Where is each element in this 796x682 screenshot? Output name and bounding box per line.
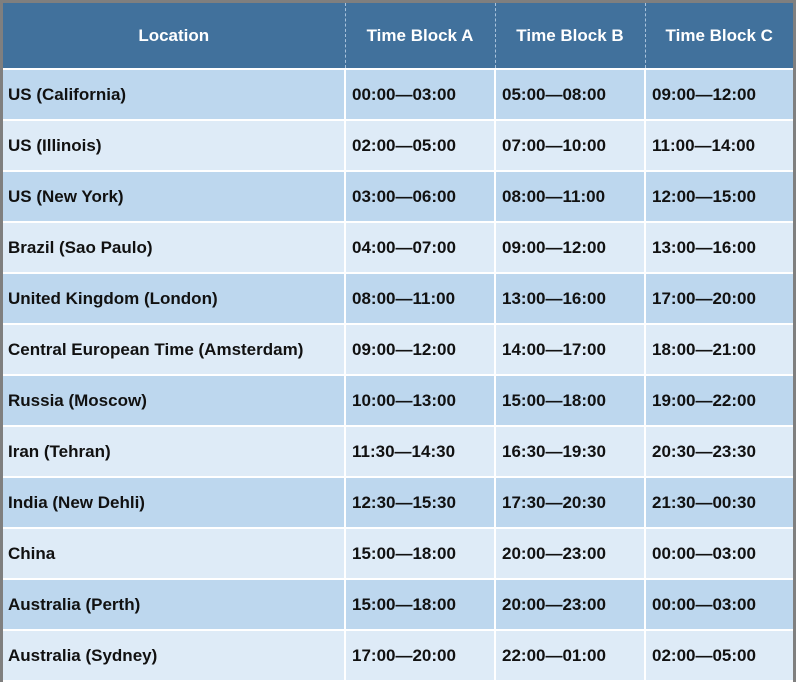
table-row: United Kingdom (London) 08:00—11:00 13:00—… xyxy=(3,273,793,325)
table-row: US (California) 00:00—03:00 05:00—08:00 09:… xyxy=(3,69,793,121)
time-block-cell: 22:00—01:00 xyxy=(494,630,646,682)
time-block-cell: 15:00—18:00 xyxy=(494,375,646,427)
time-block-cell: 17:30—20:30 xyxy=(494,477,646,529)
time-block-cell: 21:30—00:30 xyxy=(644,477,793,529)
time-block-cell: 00:00—03:00 xyxy=(344,69,496,121)
table-row: Australia (Sydney) 17:00—20:00 22:00—01:00… xyxy=(3,630,793,682)
time-block-cell: 20:00—23:00 xyxy=(494,528,646,580)
table-row: US (Illinois) 02:00—05:00 07:00—10:00 11:00… xyxy=(3,120,793,172)
time-block-cell: 20:00—23:00 xyxy=(494,579,646,631)
time-block-cell: 20:30—23:30 xyxy=(644,426,793,478)
time-block-cell: 00:00—03:00 xyxy=(644,579,793,631)
location-cell: Iran (Tehran) xyxy=(3,426,346,478)
time-block-cell: 15:00—18:00 xyxy=(344,528,496,580)
time-block-cell: 02:00—05:00 xyxy=(344,120,496,172)
location-cell: US (Illinois) xyxy=(3,120,346,172)
time-block-cell: 04:00—07:00 xyxy=(344,222,496,274)
time-block-cell: 15:00—18:00 xyxy=(344,579,496,631)
timezone-table-container: Location Time Block A Time Block B Time Blo… xyxy=(3,3,793,682)
time-block-cell: 09:00—12:00 xyxy=(344,324,496,376)
time-block-cell: 13:00—16:00 xyxy=(644,222,793,274)
location-cell: Brazil (Sao Paulo) xyxy=(3,222,346,274)
time-block-cell: 00:00—03:00 xyxy=(644,528,793,580)
location-cell: United Kingdom (London) xyxy=(3,273,346,325)
time-block-cell: 03:00—06:00 xyxy=(344,171,496,223)
time-block-cell: 18:00—21:00 xyxy=(644,324,793,376)
column-header: Location xyxy=(3,3,345,70)
time-block-cell: 09:00—12:00 xyxy=(644,69,793,121)
time-block-cell: 11:00—14:00 xyxy=(644,120,793,172)
time-block-cell: 09:00—12:00 xyxy=(494,222,646,274)
time-block-cell: 14:00—17:00 xyxy=(494,324,646,376)
time-block-cell: 05:00—08:00 xyxy=(494,69,646,121)
location-cell: Australia (Sydney) xyxy=(3,630,346,682)
time-block-cell: 17:00—20:00 xyxy=(644,273,793,325)
time-block-cell: 08:00—11:00 xyxy=(494,171,646,223)
time-block-cell: 07:00—10:00 xyxy=(494,120,646,172)
time-block-cell: 11:30—14:30 xyxy=(344,426,496,478)
table-row: Brazil (Sao Paulo) 04:00—07:00 09:00—12:00… xyxy=(3,222,793,274)
time-block-cell: 08:00—11:00 xyxy=(344,273,496,325)
time-block-cell: 13:00—16:00 xyxy=(494,273,646,325)
location-cell: Australia (Perth) xyxy=(3,579,346,631)
time-block-cell: 19:00—22:00 xyxy=(644,375,793,427)
location-cell: US (New York) xyxy=(3,171,346,223)
location-cell: US (California) xyxy=(3,69,346,121)
timezone-table: Location Time Block A Time Block B Time Blo… xyxy=(3,3,793,682)
column-header: Time Block C xyxy=(644,3,793,70)
table-row: US (New York) 03:00—06:00 08:00—11:00 12:00… xyxy=(3,171,793,223)
table-row: Iran (Tehran) 11:30—14:30 16:30—19:30 20:30… xyxy=(3,426,793,478)
location-cell: Russia (Moscow) xyxy=(3,375,346,427)
table-row: Australia (Perth) 15:00—18:00 20:00—23:00 0… xyxy=(3,579,793,631)
time-block-cell: 16:30—19:30 xyxy=(494,426,646,478)
table-row: China 15:00—18:00 20:00—23:00 00:00—03:00 xyxy=(3,528,793,580)
time-block-cell: 12:30—15:30 xyxy=(344,477,496,529)
location-cell: India (New Dehli) xyxy=(3,477,346,529)
table-row: India (New Dehli) 12:30—15:30 17:30—20:30 2… xyxy=(3,477,793,529)
time-block-cell: 17:00—20:00 xyxy=(344,630,496,682)
column-header: Time Block A xyxy=(344,3,495,70)
table-row: Russia (Moscow) 10:00—13:00 15:00—18:00 19:… xyxy=(3,375,793,427)
location-cell: China xyxy=(3,528,346,580)
time-block-cell: 02:00—05:00 xyxy=(644,630,793,682)
location-cell: Central European Time (Amsterdam) xyxy=(3,324,346,376)
table-row: Central European Time (Amsterdam) 09:00—1… xyxy=(3,324,793,376)
time-block-cell: 10:00—13:00 xyxy=(344,375,496,427)
header-row: Location Time Block A Time Block B Time Blo… xyxy=(3,3,793,70)
time-block-cell: 12:00—15:00 xyxy=(644,171,793,223)
column-header: Time Block B xyxy=(494,3,645,70)
